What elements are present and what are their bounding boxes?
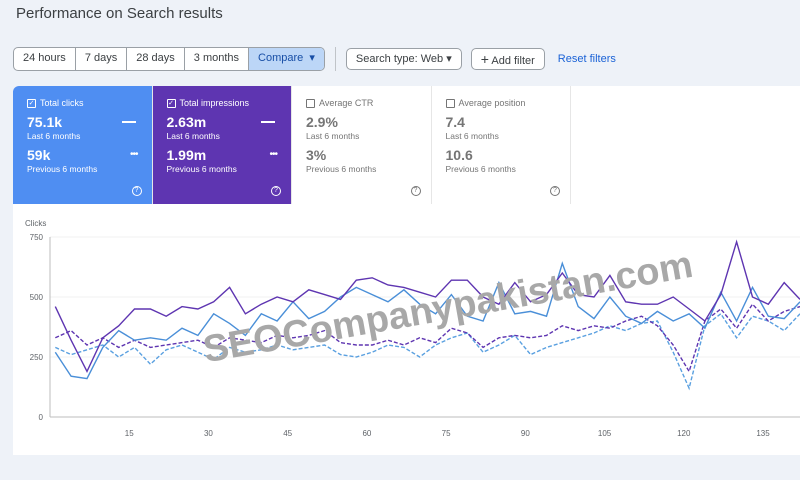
card-total-impressions[interactable]: ✓ Total impressions 2.63m Last 6 months 1… xyxy=(152,86,292,204)
x-tick-label: 120 xyxy=(677,429,691,438)
card-period: Last 6 months xyxy=(445,131,499,141)
y-tick-label: 500 xyxy=(30,293,44,302)
card-value: 2.9% xyxy=(306,114,338,130)
divider xyxy=(334,47,336,71)
add-filter-button[interactable]: + Add filter xyxy=(470,48,545,70)
add-filter-label: Add filter xyxy=(491,55,535,67)
plus-icon: + xyxy=(480,51,489,67)
series-line xyxy=(55,303,800,374)
page-title: Performance on Search results xyxy=(16,5,223,22)
card-prev-period: Previous 6 months xyxy=(27,164,98,174)
card-prev-period: Previous 6 months xyxy=(166,164,237,174)
y-tick-label: 0 xyxy=(39,413,44,422)
checkbox-checked-icon[interactable]: ✓ xyxy=(27,98,36,108)
card-prev-value: 1.99m xyxy=(166,147,207,163)
range-compare[interactable]: Compare ▾ xyxy=(249,48,324,70)
metric-cards: ✓ Total clicks 75.1k Last 6 months 59k Pr… xyxy=(13,86,800,204)
checkbox-unchecked-icon[interactable] xyxy=(445,98,455,108)
card-value: 75.1k xyxy=(27,114,63,130)
caret-down-icon: ▾ xyxy=(306,52,315,64)
series-line xyxy=(54,239,800,373)
help-icon[interactable]: ? xyxy=(271,186,281,196)
caret-down-icon: ▾ xyxy=(446,53,452,65)
series-line xyxy=(55,312,800,391)
card-total-clicks[interactable]: ✓ Total clicks 75.1k Last 6 months 59k Pr… xyxy=(13,86,153,204)
reset-filters-link[interactable]: Reset filters xyxy=(557,53,616,65)
x-tick-label: 105 xyxy=(598,429,612,438)
performance-chart-panel: Clicks 0 250 500 750 15 30 45 60 75 90 105 120 135 xyxy=(13,204,800,455)
card-prev-value: 10.6 xyxy=(445,147,473,163)
card-average-ctr[interactable]: Average CTR 2.9% Last 6 months 3% Previo… xyxy=(292,86,432,204)
y-tick-label: 250 xyxy=(30,353,44,362)
compare-label: Compare xyxy=(258,52,304,64)
help-icon[interactable]: ? xyxy=(131,186,142,196)
card-prev-value: 3% xyxy=(306,147,327,163)
date-range-selector: 24 hours 7 days 28 days 3 months Compare… xyxy=(13,47,325,71)
x-tick-label: 90 xyxy=(521,429,530,438)
checkbox-checked-icon[interactable]: ✓ xyxy=(166,98,176,108)
card-label: Total impressions xyxy=(179,98,250,108)
y-axis-label: Clicks xyxy=(25,219,46,228)
card-label: Average position xyxy=(458,98,526,108)
x-tick-label: 60 xyxy=(362,429,371,438)
solid-line-legend-icon xyxy=(121,121,136,123)
range-24-hours[interactable]: 24 hours xyxy=(14,48,76,70)
x-tick-label: 135 xyxy=(756,429,770,438)
x-tick-label: 30 xyxy=(204,429,213,438)
search-type-button[interactable]: Search type: Web ▾ xyxy=(345,48,462,70)
dashed-line-legend-icon: ••• xyxy=(129,149,138,160)
y-tick-label: 750 xyxy=(30,233,44,242)
range-7-days[interactable]: 7 days xyxy=(76,48,128,70)
card-average-position[interactable]: Average position 7.4 Last 6 months 10.6 … xyxy=(432,86,571,204)
card-period: Last 6 months xyxy=(306,131,360,141)
help-icon[interactable]: ? xyxy=(550,186,560,196)
solid-line-legend-icon xyxy=(261,121,275,123)
range-3-months[interactable]: 3 months xyxy=(185,48,250,70)
checkbox-unchecked-icon[interactable] xyxy=(306,98,315,108)
card-prev-value: 59k xyxy=(27,147,51,163)
card-label: Total clicks xyxy=(40,98,84,108)
range-28-days[interactable]: 28 days xyxy=(127,48,185,70)
dashed-line-legend-icon: ••• xyxy=(269,149,277,160)
x-tick-label: 75 xyxy=(442,429,451,438)
performance-chart: Clicks 0 250 500 750 15 30 45 60 75 90 105 120 135 xyxy=(25,219,800,438)
help-icon[interactable]: ? xyxy=(410,186,421,196)
card-label: Average CTR xyxy=(319,98,374,108)
series-line xyxy=(54,261,800,380)
filter-bar: 24 hours 7 days 28 days 3 months Compare… xyxy=(13,47,616,71)
card-value: 2.63m xyxy=(166,114,207,130)
card-period: Last 6 months xyxy=(27,131,81,141)
card-value: 7.4 xyxy=(445,114,465,130)
card-prev-period: Previous 6 months xyxy=(306,164,377,174)
card-period: Last 6 months xyxy=(166,131,220,141)
search-type-label: Search type: Web xyxy=(355,53,444,65)
card-prev-period: Previous 6 months xyxy=(445,164,516,174)
x-tick-label: 45 xyxy=(283,429,292,438)
x-tick-label: 15 xyxy=(125,429,134,438)
